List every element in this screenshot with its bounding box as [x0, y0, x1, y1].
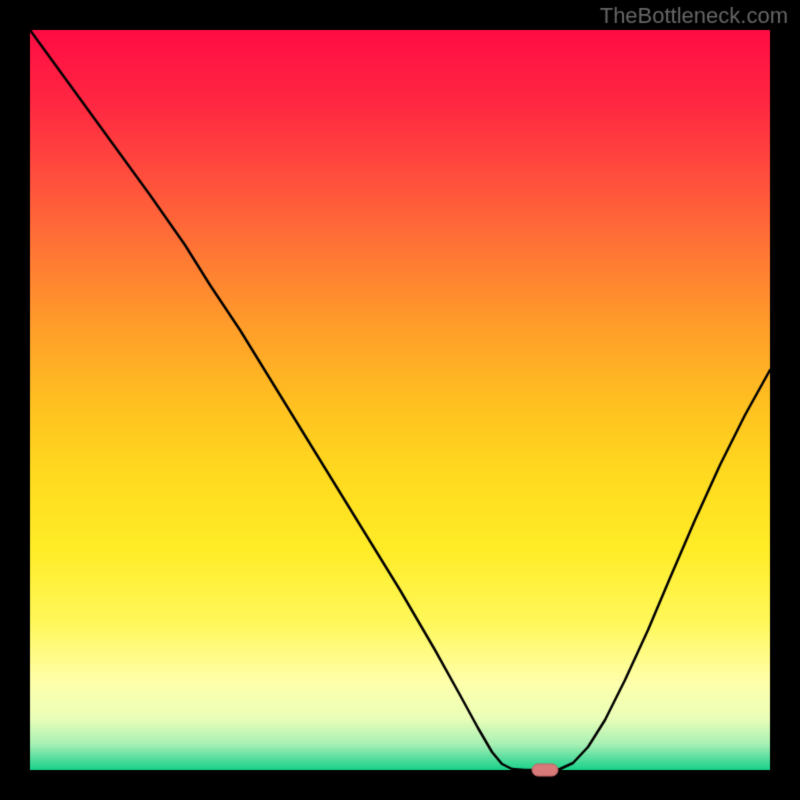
- chart-canvas: [0, 0, 800, 800]
- bottleneck-chart: [0, 0, 800, 800]
